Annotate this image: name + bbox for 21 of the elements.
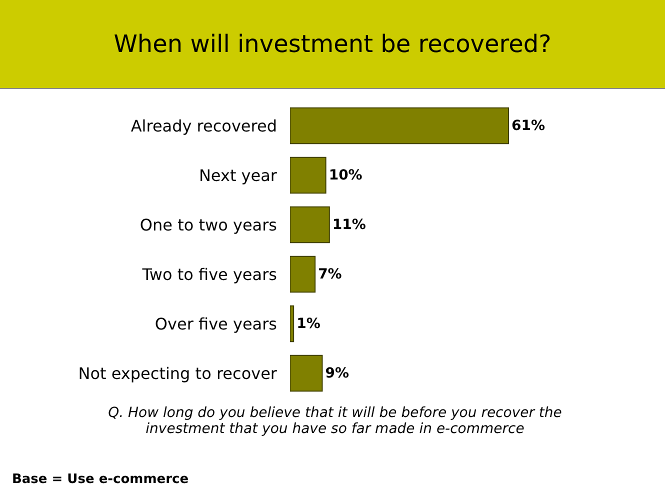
y-tick-label: One to two years <box>140 215 277 234</box>
text: Q. How long do you believe that it will be before you recover the investment that you have so far made in e-commerce <box>107 405 563 437</box>
bar <box>290 107 509 144</box>
bar <box>290 206 330 244</box>
y-tick-label: Already recovered <box>130 116 277 136</box>
bar <box>290 156 326 194</box>
y-tick-label: Over five years <box>154 314 277 334</box>
data-label: 61% <box>512 118 546 134</box>
data-label: 7% <box>318 266 342 282</box>
y-tick-label: Not expecting to recover <box>78 364 278 383</box>
data-label: 10% <box>328 167 362 184</box>
data-label: 1% <box>296 316 320 332</box>
bar <box>290 354 323 392</box>
y-tick-label: Two to five years <box>141 264 277 284</box>
data-label: 9% <box>325 365 350 382</box>
data-label: 11% <box>332 216 366 233</box>
bar <box>290 305 294 342</box>
y-tick-label: Next year <box>198 166 278 185</box>
text: Base = Use e-commerce <box>12 472 189 487</box>
chart-title: When will investment be recovered? <box>0 0 665 89</box>
bar <box>290 256 316 293</box>
